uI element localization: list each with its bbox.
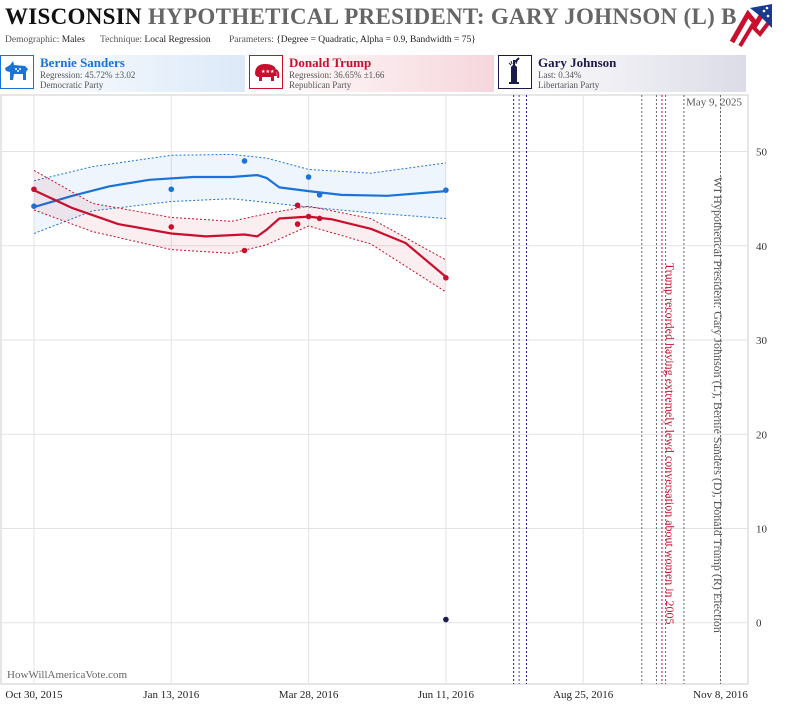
candidate-stat: Regression: 36.65% ±1.66 <box>289 70 385 80</box>
y-tick-label: 10 <box>756 524 768 536</box>
data-point <box>241 247 248 254</box>
data-point <box>316 215 323 222</box>
data-point <box>168 224 175 230</box>
data-point <box>316 192 323 198</box>
watermark: HowWillAmericaVote.com <box>7 669 127 681</box>
band-upper-line <box>33 153 446 182</box>
plot-frame <box>0 94 749 685</box>
y-tick-label: 20 <box>756 429 768 441</box>
flag-logo-icon <box>729 4 772 48</box>
chart-side-title: WI Hypothetical President: Gary Johnson … <box>711 177 725 633</box>
y-tick-label: 30 <box>756 335 768 347</box>
x-tick-label: Mar 28, 2016 <box>279 689 339 701</box>
y-tick-label: 0 <box>756 618 762 630</box>
candidate-party: Democratic Party <box>40 80 104 90</box>
candidate-sanders: Bernie Sanders Regression: 45.72% ±3.02 … <box>0 55 245 92</box>
republican-elephant-icon: ★★★ <box>249 55 283 89</box>
demographic-info: Demographic: Males <box>5 35 85 45</box>
candidate-trump: ★★★ Donald Trump Regression: 36.65% ±1.6… <box>249 55 494 92</box>
candidate-name: Donald Trump <box>289 55 372 70</box>
data-point <box>294 221 301 227</box>
candidate-name: Bernie Sanders <box>40 55 125 70</box>
data-point <box>443 616 449 623</box>
x-tick-label: Oct 30, 2015 <box>5 689 63 701</box>
data-point <box>294 202 301 209</box>
y-tick-label: 50 <box>756 147 768 159</box>
data-point <box>31 203 37 210</box>
band-lower-line <box>33 209 447 293</box>
title-state: WISCONSIN <box>5 4 142 29</box>
democrat-donkey-icon <box>0 55 34 89</box>
data-point <box>305 174 312 180</box>
trend-line <box>33 189 447 278</box>
candidate-stat: Regression: 45.72% ±3.02 <box>40 70 136 80</box>
parameters-info: Parameters: {Degree = Quadratic, Alpha =… <box>229 35 476 45</box>
band-lower-line <box>33 198 446 234</box>
candidate-party: Libertarian Party <box>538 80 600 90</box>
data-point <box>168 186 175 193</box>
candidate-johnson: Gary Johnson Last: 0.34% Libertarian Par… <box>498 55 746 92</box>
band-upper-line <box>33 169 447 261</box>
x-tick-label: Jan 13, 2016 <box>143 689 199 701</box>
candidate-name: Gary Johnson <box>538 55 617 70</box>
data-point <box>305 213 312 220</box>
event-label: Trump recorded having extremely lewd con… <box>663 263 677 625</box>
page-title: WISCONSIN HYPOTHETICAL PRESIDENT: GARY J… <box>5 4 737 30</box>
x-tick-label: Aug 25, 2016 <box>553 689 614 701</box>
technique-info: Technique: Local Regression <box>100 35 211 45</box>
svg-text:★★★: ★★★ <box>261 69 275 75</box>
candidate-party: Republican Party <box>289 80 352 90</box>
data-point <box>31 186 37 193</box>
data-point <box>443 275 449 281</box>
trend-line <box>33 174 446 209</box>
confidence-band <box>34 170 446 292</box>
title-rest: HYPOTHETICAL PRESIDENT: GARY JOHNSON (L)… <box>147 4 737 29</box>
data-point <box>443 187 449 193</box>
data-point <box>241 158 248 164</box>
libertarian-statue-icon <box>498 55 532 89</box>
candidate-stat: Last: 0.34% <box>538 70 582 80</box>
x-tick-label: Nov 8, 2016 <box>693 689 748 701</box>
date-stamp: May 9, 2025 <box>686 96 742 108</box>
x-tick-label: Jun 11, 2016 <box>418 689 475 701</box>
y-tick-label: 40 <box>756 241 768 253</box>
confidence-band <box>34 154 446 234</box>
